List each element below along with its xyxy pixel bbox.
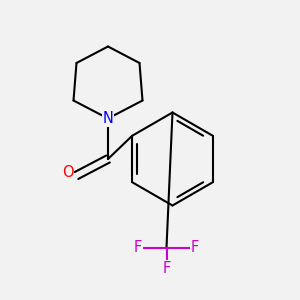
Text: O: O: [62, 165, 73, 180]
Text: N: N: [103, 111, 113, 126]
Text: F: F: [162, 261, 171, 276]
Text: F: F: [134, 240, 142, 255]
Text: F: F: [191, 240, 199, 255]
